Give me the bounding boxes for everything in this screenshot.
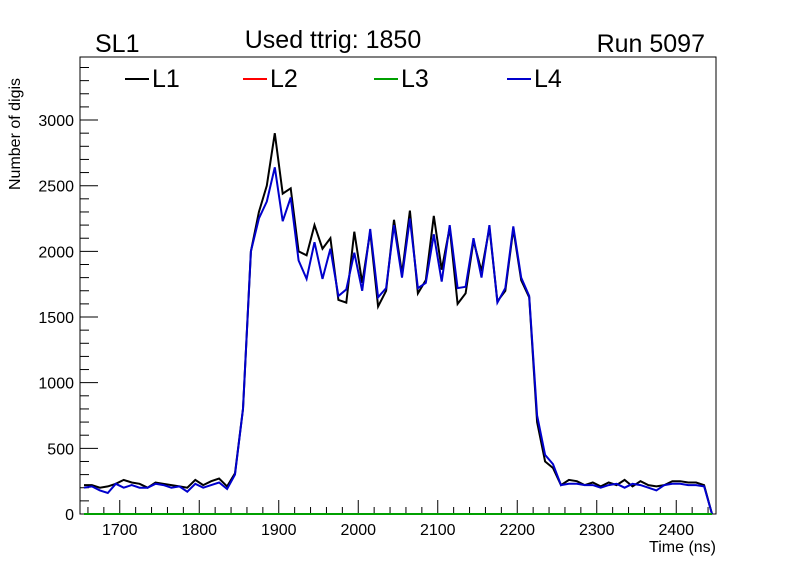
chart-title: Used ttrig: 1850 (245, 26, 422, 54)
series-line-l1 (84, 133, 713, 515)
x-tick-label: 2200 (499, 522, 535, 539)
y-tick-label: 1000 (38, 376, 74, 393)
y-tick-label: 500 (47, 441, 74, 458)
x-axis-label: Time (ns) (649, 539, 716, 556)
y-tick-label: 3000 (38, 113, 74, 130)
legend-label-l2: L2 (270, 65, 298, 93)
x-tick-label: 1900 (261, 522, 297, 539)
chart-right-label: Run 5097 (597, 30, 705, 58)
x-tick-label: 1800 (181, 522, 217, 539)
x-tick-label: 2400 (658, 522, 694, 539)
y-tick-label: 1500 (38, 310, 74, 327)
legend-label-l1: L1 (152, 65, 180, 93)
x-tick-label: 1700 (102, 522, 138, 539)
legend-label-l3: L3 (401, 65, 429, 93)
plot-frame (79, 56, 717, 515)
y-tick-label: 2000 (38, 244, 74, 261)
y-axis-label: Number of digis (7, 78, 24, 190)
series-line-l4 (83, 167, 713, 515)
y-tick-label: 0 (65, 507, 74, 524)
chart-left-label: SL1 (95, 30, 139, 58)
y-tick-label: 2500 (38, 179, 74, 196)
x-tick-label: 2000 (340, 522, 376, 539)
x-tick-label: 2100 (420, 522, 456, 539)
x-tick-label: 2300 (579, 522, 615, 539)
legend-label-l4: L4 (534, 65, 562, 93)
